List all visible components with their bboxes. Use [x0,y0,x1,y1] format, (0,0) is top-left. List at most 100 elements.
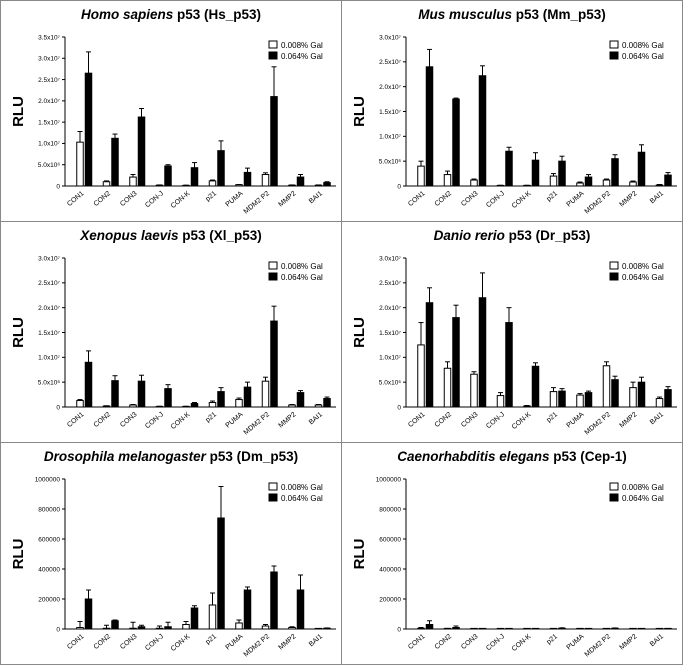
x-tick-label: CON1 [407,633,426,651]
bar-high-gal [164,165,172,187]
chart-panel-ce: Caenorhabditis elegans p53 (Cep-1) RLU 0 2… [341,442,683,665]
x-tick-label: MMP2 [619,633,639,651]
y-tick-label: 1.0x10⁷ [38,141,61,148]
bar-high-gal [478,75,487,187]
x-tick-label: CON-K [511,633,533,653]
bar-low-gal [314,627,323,630]
y-axis-label: RLU [10,539,27,570]
y-tick-label: 2.5x10⁷ [38,77,61,84]
legend-swatch [609,261,619,270]
y-tick-label: 1000000 [35,476,61,483]
x-tick-label: CON-K [170,190,192,210]
x-tick-label: CON2 [434,190,453,208]
x-tick-label: MMP2 [619,190,639,208]
bar-low-gal [102,181,111,187]
bar-high-gal [637,151,646,187]
y-tick-label: 0 [397,626,401,633]
y-tick-label: 2.0x10⁷ [38,98,61,105]
chart-title-gene: p53 (Dm_p53) [205,449,299,464]
bar-high-gal [664,389,672,408]
x-tick-label: BAI1 [649,190,665,205]
bar-low-gal [261,174,270,187]
bar-low-gal [208,604,217,630]
x-tick-label: BAI1 [308,411,324,426]
bar-high-gal [452,98,460,187]
chart-title-species: Mus musculus [418,7,512,22]
chart-svg: RLU 0 200000 400000 600000 800000 1000000 CON1 C… [10,476,336,659]
y-tick-label: 2.0x10⁷ [379,84,402,91]
bar-low-gal [261,380,270,408]
legend-swatch [609,40,619,49]
legend-label: 0.064% Gal [281,52,323,61]
bar-high-gal [137,626,146,630]
chart-svg: RLU 0 5.0x10⁶ 1.0x10⁷ 1.5x10⁷ 2.0x10⁷ 2.5x10⁷ 3… [10,34,336,216]
legend-label: 0.008% Gal [622,483,664,492]
bar-high-gal [296,589,305,630]
x-tick-label: CON3 [119,190,138,208]
x-tick-label: CON3 [460,190,479,208]
legend-label: 0.008% Gal [622,262,664,271]
chart-title-gene: p53 (Mm_p53) [512,7,606,22]
bar-low-gal [76,400,84,408]
y-tick-label: 800000 [38,506,60,513]
bar-high-gal [111,620,119,630]
x-tick-label: PUMA [566,411,586,430]
x-tick-label: MDM2 P2 [584,633,612,658]
bar-low-gal [655,398,664,408]
bar-high-gal [270,96,278,187]
legend-swatch [609,493,619,502]
x-tick-label: CON-K [511,190,533,210]
chart-panel-xl: Xenopus laevis p53 (Xl_p53) RLU 0 5.0x10⁶ 1… [0,221,342,443]
y-axis-label: RLU [10,317,27,348]
x-tick-label: BAI1 [649,411,665,426]
bar-low-gal [208,402,217,408]
chart-svg: RLU 0 5.0x10⁶ 1.0x10⁷ 1.5x10⁷ 2.0x10⁷ 2.5x10⁷ 3… [351,34,677,216]
x-tick-label: CON3 [460,411,479,429]
bar-high-gal [111,137,119,187]
bar-low-gal [576,182,584,187]
x-tick-label: CON2 [93,190,112,208]
chart-title-species: Drosophila melanogaster [43,449,206,464]
bar-low-gal [129,627,137,630]
legend-label: 0.064% Gal [281,273,323,282]
bar-high-gal [137,116,146,187]
bar-low-gal [417,344,425,408]
y-tick-label: 3.0x10⁷ [379,34,402,41]
bar-high-gal [452,627,460,630]
y-tick-label: 0 [56,183,60,190]
bar-high-gal [190,403,199,408]
x-tick-label: MDM2 P2 [243,633,271,658]
chart-panel-dm: Drosophila melanogaster p53 (Dm_p53) RLU… [0,442,342,665]
x-tick-label: PUMA [566,190,586,209]
bar-low-gal [549,175,558,187]
x-tick-label: p21 [205,190,219,203]
x-tick-label: CON3 [119,411,138,429]
x-tick-label: p21 [546,411,560,424]
bar-high-gal [217,517,225,630]
chart-title-species: Homo sapiens [80,7,174,22]
chart-title-gene: p53 (Cep-1) [549,449,627,464]
bar-low-gal [129,404,137,408]
bar-high-gal [323,398,331,408]
bar-low-gal [470,179,478,187]
x-tick-label: PUMA [225,411,245,430]
x-tick-label: PUMA [566,633,586,652]
bar-high-gal [531,365,540,408]
bar-high-gal [243,171,252,187]
chart-panel-mm: Mus musculus p53 (Mm_p53) RLU 0 5.0x10⁶ 1.0… [341,0,683,222]
bar-low-gal [655,184,664,187]
x-tick-label: MDM2 P2 [584,190,612,215]
x-tick-label: CON-J [144,633,165,652]
bar-high-gal [505,150,513,187]
bar-high-gal [243,589,252,630]
x-tick-label: p21 [205,633,219,646]
bar-high-gal [584,392,593,408]
bar-high-gal [164,626,172,630]
legend-label: 0.008% Gal [281,41,323,50]
chart-title-gene: p53 (Xl_p53) [178,228,262,243]
x-tick-label: CON1 [407,411,426,429]
y-tick-label: 400000 [38,566,60,573]
y-tick-label: 1000000 [376,476,402,483]
bar-low-gal [417,165,425,187]
bar-low-gal [602,179,611,187]
